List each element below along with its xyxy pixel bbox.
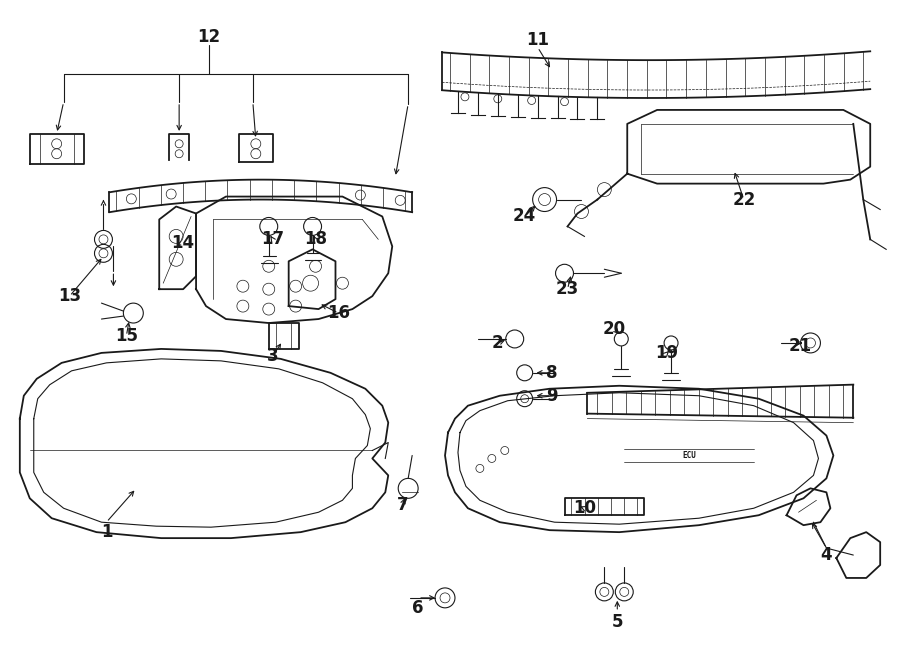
Text: 16: 16	[327, 304, 350, 322]
Text: 17: 17	[261, 231, 284, 249]
Text: 20: 20	[603, 320, 625, 338]
Text: 12: 12	[197, 28, 220, 46]
Text: 4: 4	[821, 546, 833, 564]
Text: 7: 7	[396, 496, 408, 514]
Text: 5: 5	[611, 613, 623, 631]
Text: 24: 24	[513, 208, 536, 225]
Text: 8: 8	[545, 364, 557, 382]
Text: 11: 11	[526, 31, 549, 49]
Text: 23: 23	[556, 280, 579, 298]
Text: 13: 13	[58, 287, 81, 305]
Text: 9: 9	[545, 387, 557, 405]
Text: 2: 2	[492, 334, 504, 352]
Text: 21: 21	[789, 337, 812, 355]
Text: 18: 18	[304, 231, 327, 249]
Text: ECU: ECU	[682, 451, 696, 460]
Text: 19: 19	[655, 344, 679, 362]
Text: 10: 10	[573, 499, 596, 518]
Text: 22: 22	[732, 190, 755, 209]
Text: 3: 3	[267, 347, 279, 365]
Text: 14: 14	[172, 235, 194, 253]
Text: 15: 15	[115, 327, 138, 345]
Text: 1: 1	[101, 523, 112, 541]
Text: 6: 6	[412, 599, 424, 617]
